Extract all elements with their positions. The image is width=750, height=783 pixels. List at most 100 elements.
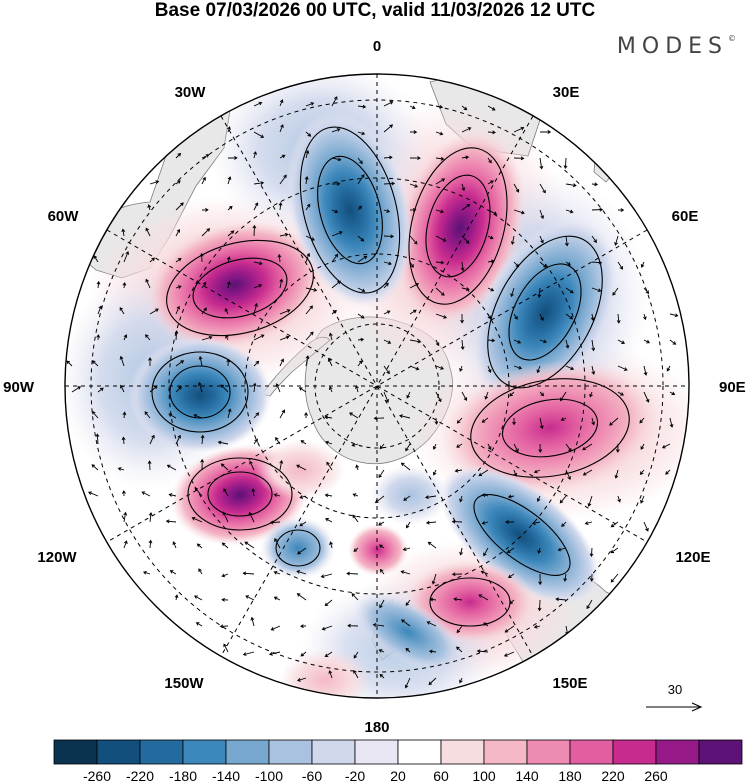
- wind-arrow: [227, 230, 235, 237]
- lon-label-120w: 120W: [37, 549, 77, 566]
- wind-arrow: [331, 253, 339, 263]
- wind-arrow: [253, 151, 257, 159]
- wind-arrow: [352, 493, 359, 497]
- wind-arrow: [383, 155, 393, 160]
- wind-arrow: [402, 547, 411, 552]
- wind-arrow: [321, 625, 333, 631]
- wind-arrow: [198, 355, 203, 367]
- wind-arrow: [331, 128, 341, 133]
- wind-arrow: [305, 305, 313, 315]
- wind-arrow: [487, 130, 496, 135]
- wind-arrow: [195, 622, 203, 627]
- wind-arrow: [435, 287, 445, 296]
- wind-arrow: [277, 253, 282, 263]
- wind-arrow: [510, 287, 515, 298]
- wind-arrow: [461, 105, 468, 111]
- wind-arrow: [253, 334, 265, 341]
- wind-arrow: [357, 255, 368, 263]
- wind-arrow: [91, 411, 99, 419]
- wind-arrow: [483, 547, 489, 557]
- wind-arrow: [304, 176, 309, 185]
- wind-arrow: [373, 416, 385, 421]
- wind-arrow: [610, 547, 619, 554]
- wind-arrow: [487, 105, 496, 111]
- streamlines: [151, 126, 630, 627]
- wind-arrow: [357, 337, 365, 342]
- wind-arrow: [296, 593, 307, 601]
- wind-arrow: [383, 365, 390, 375]
- wind-arrow: [617, 365, 628, 371]
- wind-arrow: [175, 258, 182, 263]
- wind-arrow: [273, 596, 281, 601]
- wind-arrow: [643, 391, 650, 403]
- wind-arrow: [478, 594, 489, 601]
- wind-arrow: [669, 313, 679, 318]
- wind-arrow: [165, 519, 177, 524]
- wind-arrow: [459, 495, 463, 503]
- wind-arrow: [409, 130, 418, 134]
- colorbar-tick-label: -180: [169, 768, 197, 783]
- wind-arrow: [481, 493, 489, 498]
- wind-arrow: [428, 677, 437, 686]
- wind-arrow: [168, 493, 177, 497]
- colorbar-tick-label: 20: [390, 768, 406, 783]
- wind-arrow: [253, 438, 258, 445]
- wind-arrow: [399, 414, 411, 419]
- wind-arrow: [328, 386, 333, 393]
- wind-arrow: [435, 235, 447, 242]
- wind-arrow: [435, 131, 444, 136]
- wind-arrow: [279, 409, 286, 419]
- wind-arrow: [351, 593, 359, 601]
- wind-arrow: [299, 521, 307, 527]
- wind-arrow: [643, 339, 650, 344]
- wind-arrow: [610, 573, 619, 583]
- wind-arrow: [425, 520, 437, 525]
- wind-arrow: [409, 235, 418, 245]
- wind-arrow: [533, 469, 541, 474]
- wind-arrow: [226, 358, 231, 367]
- wind-arrow: [249, 460, 255, 471]
- wind-arrow: [537, 287, 542, 299]
- wind-arrow: [353, 669, 359, 679]
- wind-arrow: [194, 595, 203, 601]
- wind-arrow: [481, 417, 489, 423]
- colorbar-swatch: [354, 739, 399, 765]
- wind-arrow: [96, 280, 101, 289]
- wind-arrow: [427, 541, 437, 549]
- wind-arrow: [435, 178, 446, 185]
- wind-arrow: [147, 204, 152, 211]
- wind-arrow: [275, 436, 281, 445]
- colorbar-swatch: [96, 739, 141, 765]
- wind-arrow: [669, 391, 676, 396]
- wind-arrow: [357, 205, 362, 211]
- wind-arrow: [145, 278, 151, 289]
- wind-arrow: [227, 176, 232, 185]
- wind-arrow: [404, 677, 411, 689]
- wind-arrow: [279, 335, 290, 341]
- wind-arrow: [487, 365, 492, 374]
- wind-arrow: [456, 417, 463, 424]
- wind-arrow: [564, 235, 569, 247]
- colorbar-tick-label: -100: [255, 768, 283, 783]
- wind-arrow: [145, 227, 151, 237]
- graticule: [65, 74, 689, 698]
- wind-arrow: [586, 599, 593, 610]
- wind-arrow: [201, 208, 209, 212]
- colorbar-swatch: [698, 739, 743, 765]
- wind-arrow: [513, 261, 520, 268]
- wind-arrow: [122, 490, 126, 497]
- wind-arrow: [352, 514, 359, 523]
- lon-label-30e: 30E: [553, 84, 580, 101]
- wind-arrow: [244, 541, 255, 549]
- wind-arrow: [536, 365, 541, 374]
- wind-arrow: [270, 625, 281, 631]
- colorbar-tick-label: 100: [472, 768, 496, 783]
- colorbar-tick-label: -220: [126, 768, 154, 783]
- wind-arrow: [374, 495, 385, 504]
- wind-arrow: [227, 280, 231, 289]
- wind-arrow: [305, 355, 310, 367]
- wind-arrow: [666, 365, 671, 372]
- wind-arrow: [513, 365, 523, 370]
- wind-arrow: [487, 209, 498, 215]
- wind-arrow: [555, 597, 567, 602]
